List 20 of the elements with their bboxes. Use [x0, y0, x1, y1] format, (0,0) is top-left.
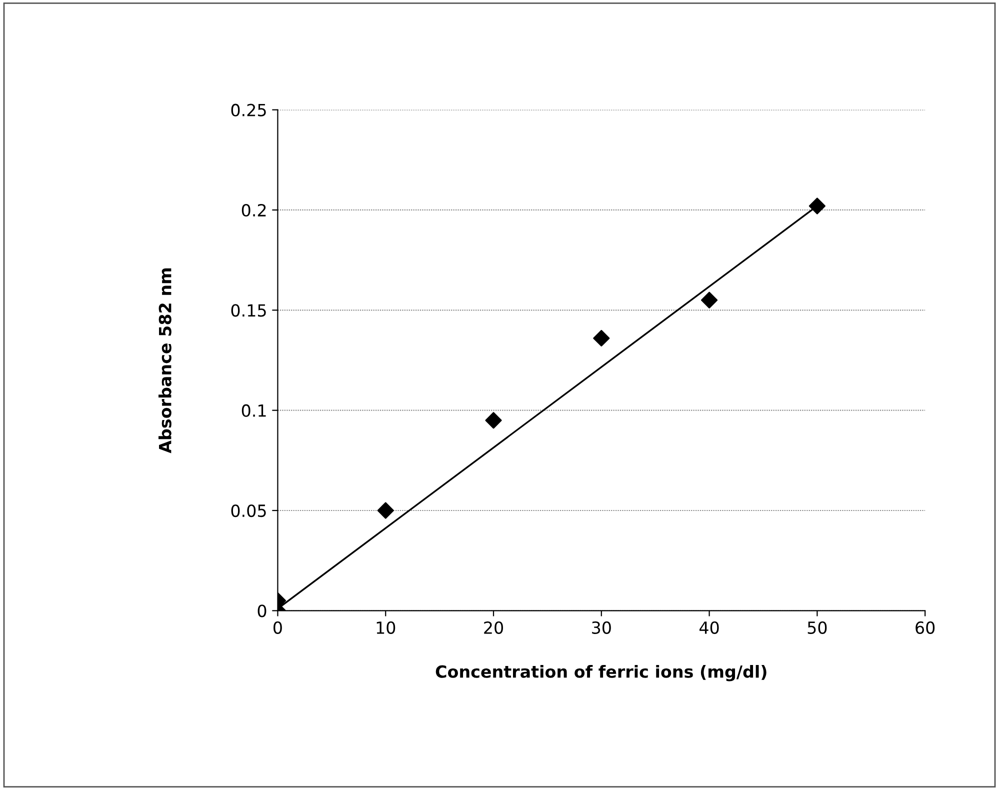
point — [377, 502, 394, 519]
x-tick-label: 0 — [274, 621, 282, 634]
x-tick-label: 10 — [376, 621, 396, 634]
y-tick-label: 0.15 — [231, 304, 266, 317]
point — [485, 412, 502, 429]
y-tick-label: 0 — [258, 604, 266, 618]
point — [808, 198, 826, 214]
point — [593, 330, 610, 347]
x-tick-label: 20 — [484, 621, 504, 634]
point — [700, 292, 718, 308]
y-tick-label: 0.1 — [242, 404, 266, 417]
y-axis-title: Absorbance 582 nm — [158, 268, 172, 454]
x-tick-label: 30 — [592, 621, 611, 634]
y-tick-label: 0.25 — [231, 104, 266, 116]
x-axis-title: Concentration of ferric ions (mg/dl) — [436, 664, 766, 682]
x-tick-label: 50 — [808, 621, 827, 634]
x-tick-label: 40 — [700, 621, 719, 634]
y-tick-label: 0.05 — [231, 504, 266, 518]
x-tick-label: 60 — [916, 621, 935, 634]
y-tick-label: 0.2 — [242, 204, 266, 217]
